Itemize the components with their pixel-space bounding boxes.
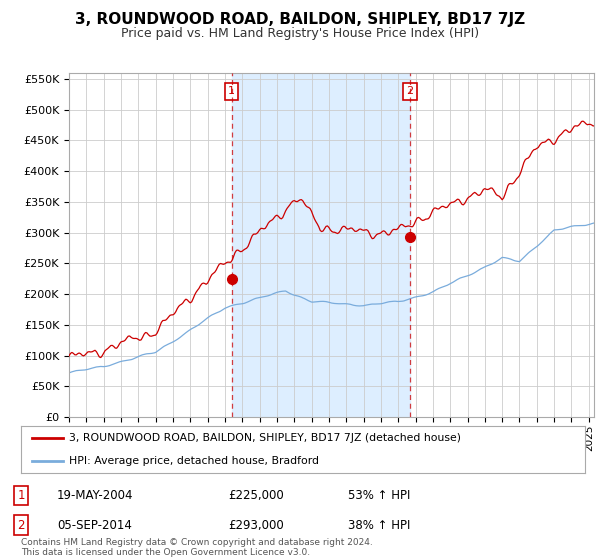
Text: 05-SEP-2014: 05-SEP-2014 <box>57 519 132 532</box>
Text: 3, ROUNDWOOD ROAD, BAILDON, SHIPLEY, BD17 7JZ: 3, ROUNDWOOD ROAD, BAILDON, SHIPLEY, BD1… <box>75 12 525 27</box>
Text: £225,000: £225,000 <box>228 489 284 502</box>
Text: 53% ↑ HPI: 53% ↑ HPI <box>348 489 410 502</box>
Text: £293,000: £293,000 <box>228 519 284 532</box>
Text: 2: 2 <box>406 86 413 96</box>
Text: 1: 1 <box>228 86 235 96</box>
Text: Contains HM Land Registry data © Crown copyright and database right 2024.
This d: Contains HM Land Registry data © Crown c… <box>21 538 373 557</box>
Text: 2: 2 <box>17 519 25 532</box>
Text: 38% ↑ HPI: 38% ↑ HPI <box>348 519 410 532</box>
Text: 19-MAY-2004: 19-MAY-2004 <box>57 489 133 502</box>
Text: HPI: Average price, detached house, Bradford: HPI: Average price, detached house, Brad… <box>69 456 319 466</box>
Bar <box>232 73 410 417</box>
Text: 3, ROUNDWOOD ROAD, BAILDON, SHIPLEY, BD17 7JZ (detached house): 3, ROUNDWOOD ROAD, BAILDON, SHIPLEY, BD1… <box>69 433 461 444</box>
Text: Price paid vs. HM Land Registry's House Price Index (HPI): Price paid vs. HM Land Registry's House … <box>121 27 479 40</box>
Text: 1: 1 <box>17 489 25 502</box>
